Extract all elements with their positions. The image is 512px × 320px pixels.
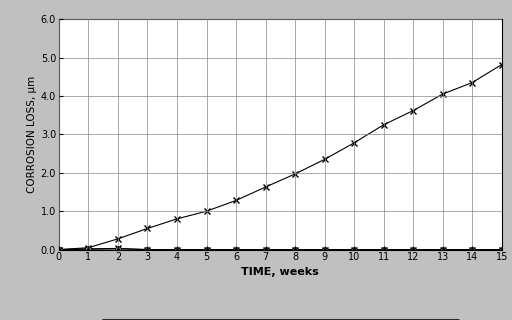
Line: ECR(primer/Ca(NO2)2): ECR(primer/Ca(NO2)2) <box>56 62 504 252</box>
Conv. <box>410 248 416 252</box>
ECR <box>499 248 505 252</box>
ECR(primer/Ca(NO2)2) <box>469 81 475 84</box>
MC(only epoxy penetrated) <box>203 248 209 252</box>
MC(both layers penetrated) <box>380 248 387 252</box>
ECR(primer/Ca(NO2)2) <box>499 63 505 67</box>
ECR <box>203 248 209 252</box>
Line: Conv.: Conv. <box>56 246 504 252</box>
Conv. <box>174 248 180 252</box>
Conv. <box>292 248 298 252</box>
Line: MC(only epoxy penetrated): MC(only epoxy penetrated) <box>56 247 504 252</box>
Conv. <box>322 248 328 252</box>
ECR(primer/Ca(NO2)2) <box>56 248 62 252</box>
MC(both layers penetrated) <box>322 248 328 252</box>
MC(only epoxy penetrated) <box>292 248 298 252</box>
MC(only epoxy penetrated) <box>440 248 446 252</box>
Conv. <box>351 248 357 252</box>
Y-axis label: CORROSION LOSS, µm: CORROSION LOSS, µm <box>27 76 36 193</box>
MC(only epoxy penetrated) <box>263 248 269 252</box>
ECR <box>263 248 269 252</box>
Conv. <box>56 248 62 252</box>
ECR <box>144 248 151 252</box>
MC(only epoxy penetrated) <box>233 248 239 252</box>
ECR(primer/Ca(NO2)2) <box>174 217 180 221</box>
MC(both layers penetrated) <box>263 248 269 252</box>
MC(both layers penetrated) <box>86 247 92 251</box>
MC(only epoxy penetrated) <box>174 248 180 252</box>
Conv. <box>115 246 121 250</box>
ECR <box>351 248 357 252</box>
ECR <box>86 248 92 252</box>
MC(both layers penetrated) <box>233 248 239 252</box>
Line: MC(both layers penetrated): MC(both layers penetrated) <box>56 246 504 252</box>
ECR <box>292 248 298 252</box>
Conv. <box>233 248 239 252</box>
MC(only epoxy penetrated) <box>380 248 387 252</box>
ECR(primer/Ca(NO2)2) <box>203 209 209 213</box>
Line: ECR: ECR <box>57 247 504 252</box>
MC(both layers penetrated) <box>115 247 121 251</box>
ECR <box>440 248 446 252</box>
ECR(primer/Ca(NO2)2) <box>440 92 446 96</box>
Conv. <box>469 248 475 252</box>
Conv. <box>499 248 505 252</box>
ECR(primer/Ca(NO2)2) <box>233 198 239 202</box>
ECR(primer/Ca(NO2)2) <box>380 123 387 127</box>
MC(both layers penetrated) <box>56 248 62 252</box>
MC(both layers penetrated) <box>469 248 475 252</box>
MC(both layers penetrated) <box>144 248 151 252</box>
ECR(primer/Ca(NO2)2) <box>410 109 416 113</box>
ECR(primer/Ca(NO2)2) <box>263 185 269 189</box>
MC(both layers penetrated) <box>440 248 446 252</box>
ECR <box>233 248 239 252</box>
Conv. <box>263 248 269 252</box>
MC(both layers penetrated) <box>351 248 357 252</box>
Conv. <box>203 248 209 252</box>
MC(both layers penetrated) <box>499 248 505 252</box>
MC(only epoxy penetrated) <box>322 248 328 252</box>
ECR <box>174 248 180 252</box>
ECR(primer/Ca(NO2)2) <box>144 227 151 230</box>
MC(only epoxy penetrated) <box>351 248 357 252</box>
MC(only epoxy penetrated) <box>410 248 416 252</box>
ECR <box>410 248 416 252</box>
MC(both layers penetrated) <box>410 248 416 252</box>
ECR <box>56 248 62 252</box>
ECR <box>469 248 475 252</box>
Legend: Conv., ECR, ECR(primer/Ca(NO2)2), MC(both layers penetrated), MC(only epoxy pene: Conv., ECR, ECR(primer/Ca(NO2)2), MC(bot… <box>101 319 459 320</box>
ECR(primer/Ca(NO2)2) <box>322 157 328 161</box>
MC(both layers penetrated) <box>292 248 298 252</box>
MC(both layers penetrated) <box>174 248 180 252</box>
MC(both layers penetrated) <box>203 248 209 252</box>
ECR(primer/Ca(NO2)2) <box>351 141 357 145</box>
X-axis label: TIME, weeks: TIME, weeks <box>242 267 319 276</box>
ECR(primer/Ca(NO2)2) <box>292 172 298 176</box>
MC(only epoxy penetrated) <box>115 248 121 252</box>
MC(only epoxy penetrated) <box>144 248 151 252</box>
Conv. <box>86 247 92 251</box>
Conv. <box>440 248 446 252</box>
ECR(primer/Ca(NO2)2) <box>115 237 121 241</box>
ECR <box>322 248 328 252</box>
ECR <box>380 248 387 252</box>
MC(only epoxy penetrated) <box>469 248 475 252</box>
ECR(primer/Ca(NO2)2) <box>86 246 92 250</box>
ECR <box>115 248 121 252</box>
MC(only epoxy penetrated) <box>499 248 505 252</box>
MC(only epoxy penetrated) <box>86 248 92 252</box>
MC(only epoxy penetrated) <box>56 248 62 252</box>
Conv. <box>380 248 387 252</box>
Conv. <box>144 248 151 252</box>
